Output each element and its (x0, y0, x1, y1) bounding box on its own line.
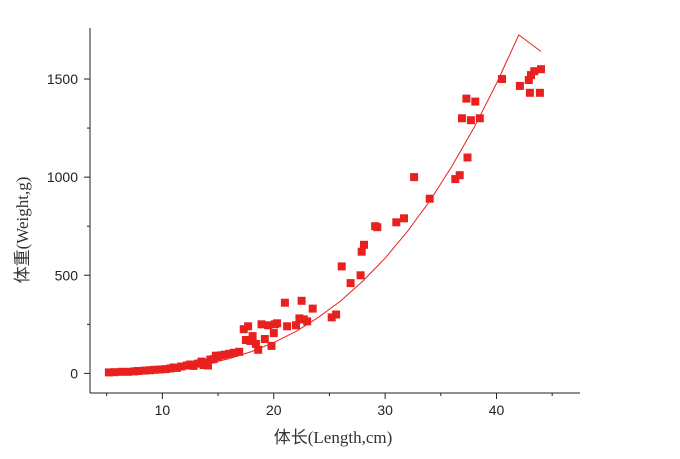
data-point (257, 320, 266, 329)
data-point (280, 298, 289, 307)
data-point (241, 336, 250, 344)
x-tick-label: 30 (377, 402, 393, 418)
data-point (471, 97, 480, 106)
x-tick-label: 20 (266, 402, 282, 418)
x-tick-label: 40 (489, 402, 505, 418)
data-point (530, 67, 539, 76)
data-point (104, 368, 113, 377)
data-point (337, 262, 346, 271)
y-tick-label: 1000 (47, 169, 78, 185)
data-point (466, 116, 475, 125)
data-point (462, 94, 471, 103)
data-point (117, 367, 126, 376)
data-point (229, 348, 238, 357)
data-point (146, 366, 155, 375)
data-point (356, 271, 365, 280)
data-point (177, 362, 186, 371)
data-point (346, 279, 355, 288)
data-point (246, 337, 255, 345)
data-point (360, 240, 368, 249)
data-point (254, 345, 263, 354)
data-point (260, 335, 269, 343)
data-point (110, 368, 119, 377)
data-point (455, 171, 464, 180)
axes (84, 28, 580, 399)
data-point (400, 214, 408, 223)
data-point (189, 361, 198, 370)
fit-curve (115, 34, 542, 374)
data-point (537, 65, 545, 74)
x-tick-label: 10 (155, 402, 171, 418)
data-point (392, 218, 401, 227)
data-point (244, 322, 253, 331)
data-point (357, 247, 366, 256)
data-point (303, 317, 312, 326)
data-point (248, 332, 257, 341)
tick-labels: 10 20 30 40 0 500 1000 1500 (47, 71, 505, 418)
data-point (161, 365, 170, 374)
data-point (525, 88, 534, 97)
data-point (225, 349, 234, 358)
y-tick-label: 1500 (47, 71, 78, 87)
data-point (475, 114, 484, 123)
data-point (264, 321, 273, 330)
data-point (458, 114, 466, 123)
data-point (204, 361, 212, 370)
data-point (295, 314, 304, 323)
data-point (327, 313, 336, 322)
data-point (269, 329, 278, 338)
data-point (308, 304, 317, 313)
data-point (267, 341, 276, 350)
data-point (524, 76, 533, 84)
data-point (133, 367, 142, 375)
data-point (515, 81, 524, 90)
data-point (373, 223, 382, 232)
data-point (172, 363, 181, 372)
data-point (150, 365, 159, 374)
data-point (463, 153, 472, 162)
data-point (123, 367, 132, 376)
data-point (498, 75, 506, 83)
points-layer (104, 65, 545, 377)
data-point (451, 175, 460, 184)
data-point (410, 173, 419, 182)
data-point (235, 347, 244, 356)
data-point (297, 296, 306, 305)
data-point (292, 321, 300, 330)
data-point (273, 319, 282, 328)
y-tick-label: 500 (55, 267, 79, 283)
data-point (156, 365, 165, 374)
y-tick-label: 0 (70, 365, 78, 381)
data-point (239, 325, 248, 334)
data-point (535, 88, 544, 97)
data-point (332, 310, 341, 319)
data-point (220, 350, 229, 359)
data-point (251, 339, 260, 348)
data-point (140, 366, 149, 375)
x-axis-title: 体长(Length,cm) (274, 428, 393, 447)
y-axis-title: 体重(Weight,g) (13, 177, 32, 284)
data-point (425, 194, 434, 203)
fit-curve-layer (115, 34, 542, 374)
data-point (283, 322, 292, 331)
